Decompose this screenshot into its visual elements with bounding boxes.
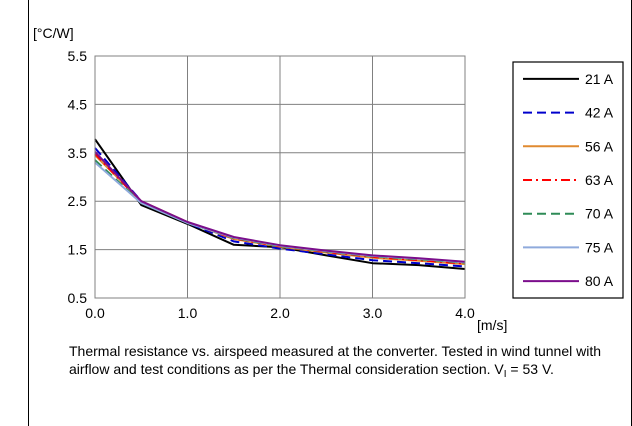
legend-label: 70 A [585,206,614,222]
grid [95,55,466,298]
figure-caption: Thermal resistance vs. airspeed measured… [69,342,609,384]
x-tick-label: 3.0 [363,305,383,321]
caption-text: Thermal resistance vs. airspeed measured… [69,343,602,377]
legend-label: 21 A [585,71,614,87]
x-tick-label: 2.0 [270,305,290,321]
legend-label: 63 A [585,172,614,188]
x-tick-label: 0.0 [85,305,105,321]
y-tick-label: 1.5 [68,242,88,258]
y-axis-unit: [°C/W] [33,25,74,41]
x-axis-unit: [m/s] [477,317,507,333]
y-tick-label: 0.5 [68,290,88,306]
y-tick-label: 3.5 [68,145,88,161]
x-tick-label: 1.0 [178,305,198,321]
x-tick-label: 4.0 [455,305,475,321]
y-tick-label: 2.5 [68,193,88,209]
chart: 0.0 1.0 2.0 3.0 4.0 0.5 1.5 2.5 3.5 4.5 5.5 [°C/W]… [33,25,624,333]
legend-label: 56 A [585,138,614,154]
series-layer [94,138,466,270]
series-line-80-a [94,151,466,263]
legend: 21 A 42 A 56 A 63 A 70 A 75 A 80 A [512,61,624,299]
y-tick-label: 4.5 [68,96,88,112]
axes: 0.0 1.0 2.0 3.0 4.0 0.5 1.5 2.5 3.5 4.5 5.5 [68,48,475,321]
figure-frame: 0.0 1.0 2.0 3.0 4.0 0.5 1.5 2.5 3.5 4.5 5.5 [°C/W]… [28,0,632,426]
legend-label: 75 A [585,239,614,255]
caption-subscript: I [503,369,507,380]
legend-label: 42 A [585,105,614,121]
y-tick-label: 5.5 [68,48,88,64]
caption-suffix: = 53 V. [506,361,554,377]
legend-label: 80 A [585,273,614,289]
